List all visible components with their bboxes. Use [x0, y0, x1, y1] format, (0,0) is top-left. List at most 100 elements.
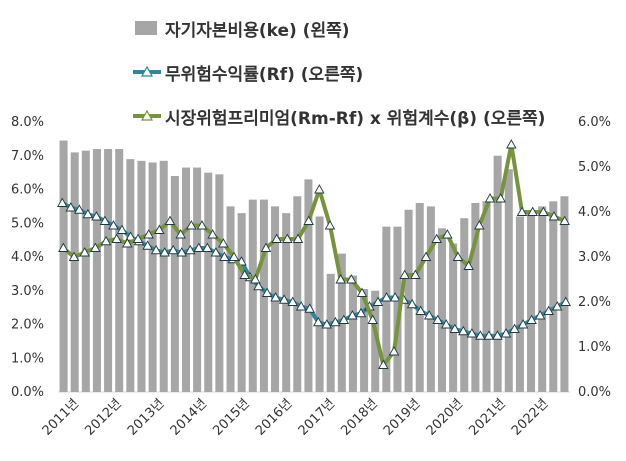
- mrp-point: [292, 233, 304, 243]
- mrp-point: [431, 233, 442, 243]
- mrp-point: [79, 247, 90, 257]
- ke-bar: [326, 273, 335, 392]
- line-series: [56, 139, 572, 369]
- rf-point: [295, 301, 307, 311]
- x-tick-label: 2014년: [168, 396, 210, 438]
- ke-bar: [304, 179, 313, 392]
- left-tick-label: 4.0%: [11, 250, 44, 265]
- mrp-point: [186, 220, 197, 230]
- mrp-point: [410, 269, 421, 279]
- legend: 자기자본비용(ke) (왼쪽) 무위험수익률(Rf) (오른쪽) 시장위험프리미…: [133, 6, 545, 138]
- rf-point: [150, 244, 162, 255]
- mrp-point: [346, 274, 357, 284]
- ke-bar: [426, 206, 435, 392]
- right-tick-label: 5.0%: [578, 160, 611, 175]
- mrp-point: [356, 287, 368, 297]
- rf-point: [108, 220, 119, 230]
- ke-bar: [92, 149, 101, 392]
- ke-bar: [415, 203, 424, 392]
- mrp-point: [196, 220, 208, 230]
- rf-point: [517, 319, 529, 329]
- legend-item-rf: 무위험수익률(Rf) (오른쪽): [133, 50, 545, 94]
- mrp-point: [506, 139, 517, 149]
- mrp-point: [474, 220, 485, 230]
- ke-bar: [538, 206, 547, 392]
- mrp-point: [271, 233, 282, 243]
- rf-point: [278, 294, 290, 304]
- rf-point: [184, 244, 196, 255]
- mrp-point: [314, 184, 325, 194]
- ke-bar: [81, 150, 90, 392]
- ke-bar: [482, 201, 491, 392]
- mrp-point: [175, 229, 186, 239]
- legend-swatch-rf: [133, 65, 161, 77]
- mrp-point: [388, 346, 400, 356]
- right-tick-label: 6.0%: [578, 115, 611, 130]
- rf-point: [415, 305, 426, 315]
- left-axis: 0.0% 1.0% 2.0% 3.0% 4.0% 5.0% 6.0% 7.0% 8.0%: [11, 115, 44, 400]
- rf-point: [321, 319, 333, 329]
- legend-item-ke: 자기자본비용(ke) (왼쪽): [133, 6, 545, 50]
- rf-point: [193, 242, 205, 252]
- mrp-point: [495, 193, 506, 203]
- ke-bar: [393, 226, 402, 392]
- x-tick-label: 2022년: [509, 396, 551, 438]
- rf-point: [65, 202, 77, 212]
- rf-point: [449, 323, 461, 333]
- right-tick-label: 2.0%: [578, 295, 611, 310]
- rf-point: [142, 240, 153, 250]
- left-tick-label: 0.0%: [11, 385, 44, 400]
- rf-point: [338, 314, 350, 324]
- left-tick-label: 7.0%: [11, 149, 44, 164]
- mrp-point: [164, 215, 176, 225]
- ke-bar: [382, 226, 391, 392]
- mrp-point: [442, 229, 453, 239]
- rf-point: [210, 247, 222, 257]
- x-tick-label: 2011년: [40, 396, 82, 438]
- right-tick-label: 0.0%: [578, 385, 611, 400]
- mrp-point: [207, 229, 218, 239]
- mrp-point: [68, 251, 80, 261]
- rf-point: [466, 328, 478, 338]
- rf-point: [167, 244, 179, 255]
- mrp-point: [282, 233, 293, 243]
- legend-label-mrp: 시장위험프리미엄(Rm-Rf) x 위험계수(β) (오른쪽): [165, 108, 546, 129]
- right-tick-label: 4.0%: [578, 205, 611, 220]
- mrp-point: [100, 235, 112, 246]
- x-tick-label: 2012년: [82, 396, 124, 438]
- rf-point: [91, 211, 102, 221]
- mrp-point: [538, 206, 549, 216]
- mrp-point: [228, 251, 240, 261]
- mrp-point: [90, 242, 101, 252]
- rf-point: [219, 251, 230, 261]
- rf-point: [347, 310, 358, 320]
- x-axis: 2011년 2012년 2013년 2014년 2015년 2016년 2017년 2018년…: [40, 396, 552, 438]
- ke-bar: [159, 160, 168, 392]
- ke-bars: [59, 140, 569, 392]
- ke-bar: [193, 167, 202, 392]
- ke-bar: [504, 169, 513, 392]
- rf-point: [440, 319, 452, 329]
- ke-bar: [248, 199, 257, 392]
- mrp-point: [111, 233, 122, 243]
- rf-point: [312, 316, 324, 327]
- ke-bar: [59, 140, 68, 392]
- rf-point: [551, 301, 563, 311]
- rf-point: [534, 310, 546, 320]
- ke-bar: [371, 290, 380, 392]
- mrp-point: [218, 238, 229, 248]
- mrp-point: [516, 206, 528, 216]
- mrp-point: [452, 251, 464, 261]
- rf-point: [509, 323, 520, 333]
- ke-bar: [460, 218, 469, 392]
- ke-bar: [170, 176, 179, 392]
- rf-point: [560, 296, 572, 306]
- right-tick-label: 1.0%: [578, 340, 611, 355]
- legend-swatch-mrp: [133, 109, 161, 121]
- mrp-point: [367, 314, 378, 324]
- rf-point: [270, 292, 281, 302]
- ke-bar: [137, 160, 146, 392]
- mrp-point: [484, 193, 496, 203]
- rf-point: [304, 303, 316, 313]
- left-tick-label: 8.0%: [11, 115, 44, 130]
